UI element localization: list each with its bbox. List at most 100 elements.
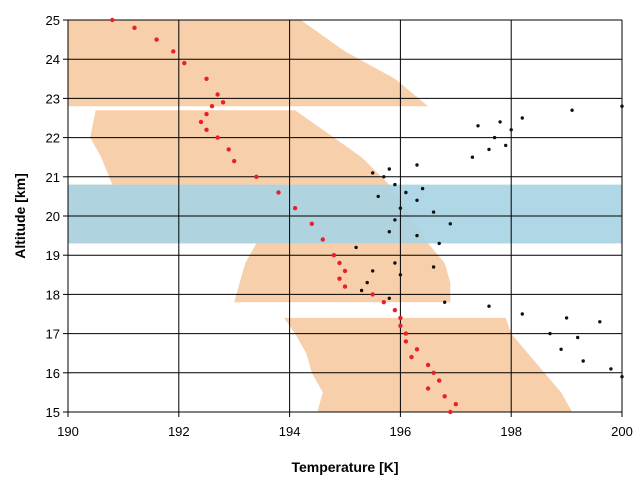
black-trace-point (415, 233, 419, 238)
black-trace-point (609, 367, 613, 371)
black-trace-point (415, 198, 419, 202)
red-trace-point (398, 315, 403, 321)
y-tick-label: 16 (46, 366, 60, 381)
red-trace-point (453, 402, 458, 407)
red-trace-point (309, 221, 314, 226)
y-tick-label: 23 (46, 91, 60, 106)
black-trace-point (548, 331, 552, 336)
black-trace-point (520, 116, 524, 120)
y-tick-label: 24 (46, 52, 60, 67)
black-trace (354, 104, 624, 379)
black-trace-point (498, 120, 502, 124)
red-trace-point (398, 323, 403, 328)
black-trace-point (371, 269, 375, 273)
black-trace-point (371, 171, 375, 175)
red-trace-point (425, 362, 431, 368)
red-trace-point (215, 92, 220, 97)
black-trace-point (393, 261, 397, 265)
red-trace-point (204, 111, 209, 117)
red-trace-point (337, 276, 342, 281)
black-trace-point (620, 375, 624, 379)
red-trace-point (320, 237, 325, 242)
y-tick-label: 19 (46, 248, 60, 263)
red-trace-point (215, 135, 220, 140)
black-trace-point (415, 163, 419, 167)
grid-layer (67, 19, 623, 413)
black-trace-point (398, 206, 403, 210)
red-trace-point (403, 339, 409, 344)
red-trace-point (204, 127, 209, 132)
black-trace-point (443, 300, 447, 304)
red-trace-point (442, 394, 447, 399)
black-trace-point (570, 108, 574, 112)
y-tick-label: 20 (46, 209, 60, 224)
y-tick-label: 17 (46, 327, 60, 342)
black-trace-point (509, 128, 513, 132)
x-tick-label: 190 (57, 424, 79, 439)
red-trace-point (331, 253, 337, 258)
black-trace-point (470, 155, 475, 159)
black-trace-point (476, 124, 480, 128)
black-trace-point (420, 186, 425, 191)
black-trace-point (431, 265, 436, 269)
black-trace-point (581, 359, 585, 363)
envelope-region-1 (234, 243, 451, 303)
red-trace-point (292, 206, 298, 211)
black-trace-point (487, 147, 491, 152)
red-trace-point (254, 174, 259, 179)
black-trace-point (354, 245, 358, 250)
red-trace-point (171, 49, 176, 54)
black-trace-point (431, 210, 436, 214)
tick-layer: 190 192 194 196 198 200 15 16 17 18 19 20 21 22 23 24 25 (46, 13, 633, 439)
x-axis-title: Temperature [K] (291, 459, 398, 475)
red-trace-point (403, 331, 409, 336)
black-trace-point (393, 182, 397, 187)
red-trace-point (132, 25, 137, 30)
black-trace-point (387, 296, 391, 300)
band-layer (68, 184, 622, 244)
red-trace (110, 17, 458, 415)
y-tick-label: 18 (46, 287, 60, 302)
red-trace-point (204, 76, 209, 82)
black-trace-point (387, 230, 391, 234)
red-trace-point (276, 190, 281, 195)
red-trace-point (392, 307, 398, 313)
black-trace-point (359, 288, 364, 293)
black-trace-point (376, 194, 380, 199)
red-trace-point (448, 409, 453, 415)
red-trace-point (220, 100, 226, 105)
x-tick-label: 196 (390, 424, 412, 439)
y-tick-label: 25 (46, 13, 60, 28)
red-trace-point (226, 147, 231, 152)
y-axis-title: Altitude [km] (12, 173, 28, 259)
red-trace-point (381, 300, 386, 305)
black-trace-point (365, 280, 369, 285)
red-trace-point (342, 284, 348, 289)
x-tick-label: 192 (168, 424, 190, 439)
black-trace-point (404, 190, 408, 195)
x-tick-label: 200 (611, 424, 633, 439)
black-trace-point (487, 304, 491, 308)
red-trace-point (437, 378, 442, 383)
red-trace-point (110, 17, 115, 23)
red-trace-point (198, 119, 204, 125)
black-trace-point (382, 175, 386, 179)
red-trace-point (431, 370, 436, 375)
black-trace-point (576, 335, 580, 340)
red-trace-point (409, 354, 414, 360)
red-trace-point (154, 37, 159, 42)
black-trace-point (598, 320, 602, 324)
black-trace-point (448, 222, 452, 226)
red-trace-point (414, 347, 420, 352)
black-trace-point (398, 273, 403, 277)
red-trace-point (232, 158, 237, 164)
red-trace-point (182, 60, 187, 66)
y-tick-label: 15 (46, 405, 60, 420)
black-trace-point (520, 312, 524, 316)
y-tick-label: 21 (46, 170, 60, 185)
highlight-band (68, 184, 622, 244)
red-trace-point (209, 104, 215, 109)
black-trace-point (620, 104, 624, 108)
red-trace-point (425, 386, 431, 391)
